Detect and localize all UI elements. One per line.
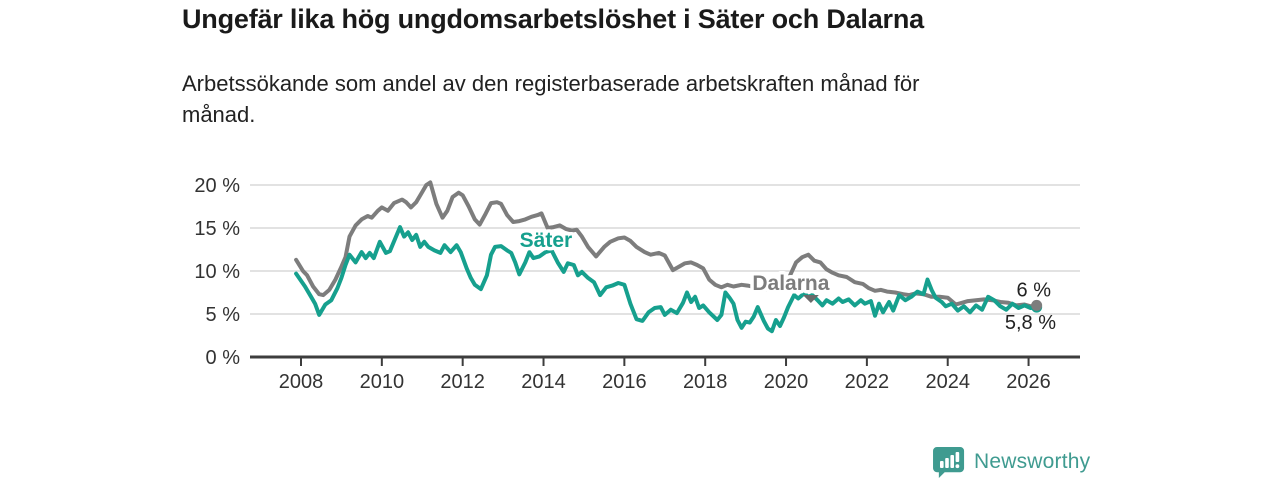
y-tick-label: 20 % [194,175,240,197]
newsworthy-logo: Newsworthy [933,445,1090,479]
end-value-label-ster: 5,8 % [1005,312,1056,334]
y-tick-label: 10 % [194,261,240,283]
page-title: Ungefär lika hög ungdomsarbetslöshet i S… [182,4,924,34]
chart-subtitle-line1: Arbetssökande som andel av den registerb… [182,71,920,96]
end-dot-dalarna [1031,299,1043,311]
chart-subtitle-line2: månad. [182,102,256,127]
x-tick-label: 2018 [683,371,728,393]
label-pointer-icon [802,295,819,304]
x-tick-label: 2020 [764,371,809,393]
newsworthy-bubble-chart-icon [933,446,965,478]
newsworthy-wordmark: Newsworthy [974,450,1091,473]
x-tick-label: 2014 [521,371,566,393]
y-tick-label: 0 % [206,347,241,369]
chart-subtitle: Arbetssökande som andel av den registerb… [182,68,1082,130]
x-tick-label: 2008 [279,371,324,393]
x-tick-label: 2022 [845,371,890,393]
series-label-ster: Säter [520,229,573,252]
x-tick-label: 2016 [602,371,647,393]
end-value-label-dalarna: 6 % [1017,279,1052,301]
x-tick-label: 2010 [360,371,405,393]
series-label-dalarna: Dalarna [752,272,829,295]
y-tick-label: 5 % [206,304,241,326]
series-line-ster [294,225,1039,334]
y-tick-label: 15 % [194,218,240,240]
x-tick-label: 2026 [1006,371,1051,393]
x-tick-label: 2012 [440,371,485,393]
series-line-dalarna [294,180,1039,309]
x-tick-label: 2024 [925,371,970,393]
